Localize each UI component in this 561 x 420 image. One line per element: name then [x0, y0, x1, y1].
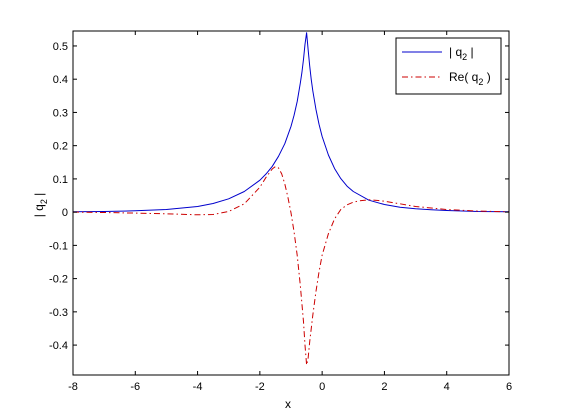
y-tick-label: -0.2 — [49, 274, 68, 286]
curves-layer — [72, 32, 510, 366]
x-tick-label: 0 — [319, 381, 325, 393]
y-tick-label: 0.5 — [53, 41, 68, 53]
x-tick-label: 6 — [506, 381, 512, 393]
legend-label-re-q2: Re( q2 ) — [449, 70, 491, 87]
x-tick-label: -6 — [130, 381, 140, 393]
plot-frame — [72, 30, 510, 376]
legend-box — [395, 37, 502, 95]
legend-label-re-q2-sub: 2 — [478, 77, 483, 87]
x-tick-label: -8 — [68, 381, 78, 393]
y-axis-label: | q2 | — [32, 193, 49, 218]
series-abs-q2-line — [72, 32, 510, 213]
legend-label-abs-q2-suffix: | — [467, 45, 473, 59]
series-re-q2-line — [72, 166, 510, 366]
x-tick-label: 4 — [444, 381, 450, 393]
y-tick-label: -0.3 — [49, 307, 68, 319]
y-tick-label: -0.4 — [49, 340, 68, 352]
legend-label-abs-q2-sub: 2 — [462, 52, 467, 62]
legend-label-abs-q2-prefix: | q — [449, 45, 462, 59]
y-axis-label-suffix: | — [32, 193, 46, 199]
x-tick-label: -4 — [193, 381, 203, 393]
y-axis-label-sub: 2 — [39, 199, 49, 204]
y-tick-label: 0.1 — [53, 174, 68, 186]
y-tick-label: 0.3 — [53, 107, 68, 119]
tick-labels-layer: -8 -6 -4 -2 0 2 4 6 -0.4 -0.3 -0.2 -0.1 0 0.1 0.2 0.3 0.… — [49, 41, 512, 393]
y-tick-label: 0.4 — [53, 74, 68, 86]
y-axis-label-main: | q — [32, 204, 46, 217]
y-tick-label: -0.1 — [49, 240, 68, 252]
x-tick-label: 2 — [381, 381, 387, 393]
y-tick-label: 0 — [62, 207, 68, 219]
legend-label-abs-q2: | q2 | — [449, 45, 474, 62]
legend-label-re-q2-suffix: ) — [483, 70, 490, 84]
x-tick-label: -2 — [255, 381, 265, 393]
x-axis-label: x — [285, 397, 291, 411]
ticks-layer — [72, 31, 510, 375]
y-tick-label: 0.2 — [53, 141, 68, 153]
legend: | q2 | Re( q2 ) — [395, 37, 502, 95]
legend-label-re-q2-prefix: Re( q — [449, 70, 478, 84]
